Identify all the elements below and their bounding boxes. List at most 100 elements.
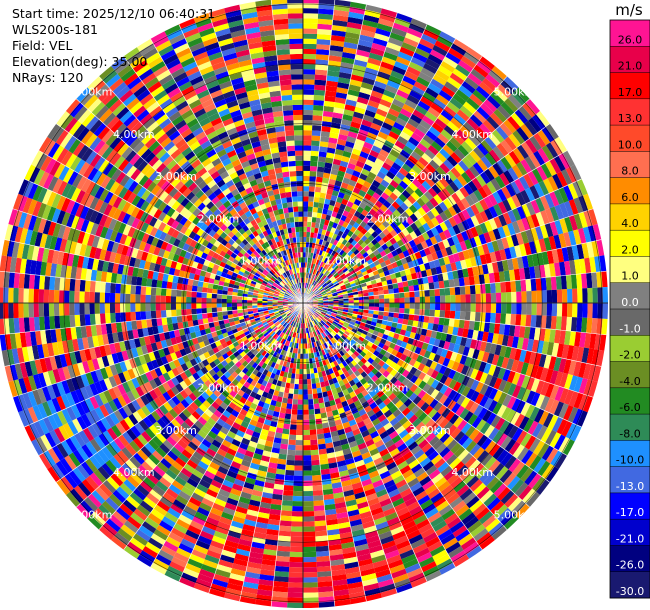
velocity-gate: [303, 475, 313, 481]
velocity-gate: [402, 103, 415, 114]
velocity-gate: [449, 310, 456, 319]
velocity-gate: [370, 245, 378, 253]
velocity-gate: [303, 165, 311, 172]
velocity-gate: [515, 192, 526, 206]
velocity-gate: [380, 8, 398, 18]
velocity-gate: [333, 153, 343, 161]
velocity-gate: [408, 239, 417, 248]
velocity-gate: [417, 100, 431, 112]
velocity-gate: [303, 13, 319, 19]
velocity-gate: [352, 186, 361, 195]
velocity-gate: [318, 287, 324, 292]
velocity-gate: [324, 241, 330, 248]
velocity-gate: [337, 261, 343, 268]
velocity-gate: [520, 314, 527, 327]
velocity-gate: [319, 192, 327, 199]
velocity-gate: [414, 104, 428, 116]
velocity-gate: [349, 79, 363, 87]
velocity-gate: [358, 189, 367, 198]
velocity-gate: [420, 33, 437, 45]
velocity-gate: [386, 41, 402, 52]
velocity-gate: [422, 222, 431, 232]
velocity-gate: [396, 205, 405, 215]
velocity-gate: [516, 291, 522, 303]
velocity-gate: [547, 176, 559, 192]
velocity-gate: [334, 274, 341, 280]
velocity-gate: [434, 117, 447, 130]
velocity-gate: [303, 84, 315, 90]
velocity-gate: [317, 23, 333, 30]
velocity-gate: [505, 281, 512, 293]
velocity-gate: [375, 28, 391, 38]
velocity-gate: [344, 262, 351, 268]
velocity-gate: [422, 29, 440, 41]
velocity-gate: [360, 168, 370, 177]
velocity-gate: [314, 264, 318, 270]
velocity-gate: [381, 162, 392, 171]
velocity-gate: [408, 314, 415, 321]
velocity-gate: [384, 259, 392, 266]
velocity-gate: [315, 291, 321, 296]
velocity-gate: [496, 188, 507, 202]
velocity-gate: [317, 254, 322, 261]
velocity-gate: [326, 253, 331, 259]
velocity-gate: [303, 125, 313, 131]
velocity-gate: [501, 186, 512, 200]
velocity-gate: [337, 278, 343, 283]
velocity-gate: [310, 268, 314, 274]
velocity-gate: [315, 545, 330, 552]
velocity-gate: [309, 284, 313, 290]
velocity-gate: [312, 110, 324, 116]
velocity-gate: [538, 180, 550, 196]
velocity-gate: [322, 172, 331, 179]
velocity-gate: [320, 274, 326, 280]
velocity-gate: [393, 121, 405, 132]
velocity-gate: [365, 176, 375, 185]
velocity-gate: [458, 85, 473, 98]
velocity-gate: [427, 187, 438, 198]
velocity-gate: [320, 280, 325, 286]
velocity-gate: [457, 222, 466, 233]
velocity-gate: [333, 272, 339, 278]
velocity-gate: [374, 303, 380, 307]
velocity-gate: [344, 270, 350, 276]
velocity-gate: [545, 160, 557, 177]
velocity-gate: [551, 303, 558, 317]
velocity-gate: [410, 191, 421, 201]
velocity-gate: [321, 126, 331, 133]
velocity-gate: [494, 175, 506, 189]
velocity-gate: [425, 58, 441, 70]
velocity-gate: [367, 154, 377, 163]
velocity-gate: [394, 60, 409, 71]
velocity-gate: [292, 506, 303, 512]
velocity-gate: [303, 460, 312, 466]
velocity-gate: [310, 150, 319, 157]
velocity-gate: [372, 37, 388, 47]
velocity-gate: [389, 256, 396, 264]
velocity-gate: [303, 206, 309, 212]
velocity-gate: [303, 236, 307, 243]
velocity-gate: [344, 247, 351, 254]
velocity-gate: [358, 276, 365, 282]
velocity-gate: [398, 313, 405, 319]
velocity-gate: [297, 409, 303, 415]
velocity-gate: [356, 245, 364, 252]
velocity-gate: [334, 97, 347, 105]
velocity-gate: [524, 187, 536, 202]
velocity-gate: [380, 179, 390, 188]
velocity-gate: [432, 44, 448, 57]
ray-separator: [302, 178, 582, 304]
velocity-gate: [366, 188, 375, 197]
velocity-gate: [479, 102, 494, 117]
velocity-gate: [422, 134, 435, 145]
velocity-gate: [438, 89, 453, 102]
velocity-gate: [528, 117, 542, 133]
velocity-gate: [381, 56, 396, 66]
velocity-gate: [376, 70, 391, 80]
velocity-gate: [324, 95, 336, 103]
velocity-gate: [303, 358, 307, 365]
velocity-gate: [349, 252, 356, 259]
velocity-gate: [308, 399, 314, 405]
velocity-gate: [427, 144, 440, 156]
velocity-gate: [447, 47, 464, 60]
